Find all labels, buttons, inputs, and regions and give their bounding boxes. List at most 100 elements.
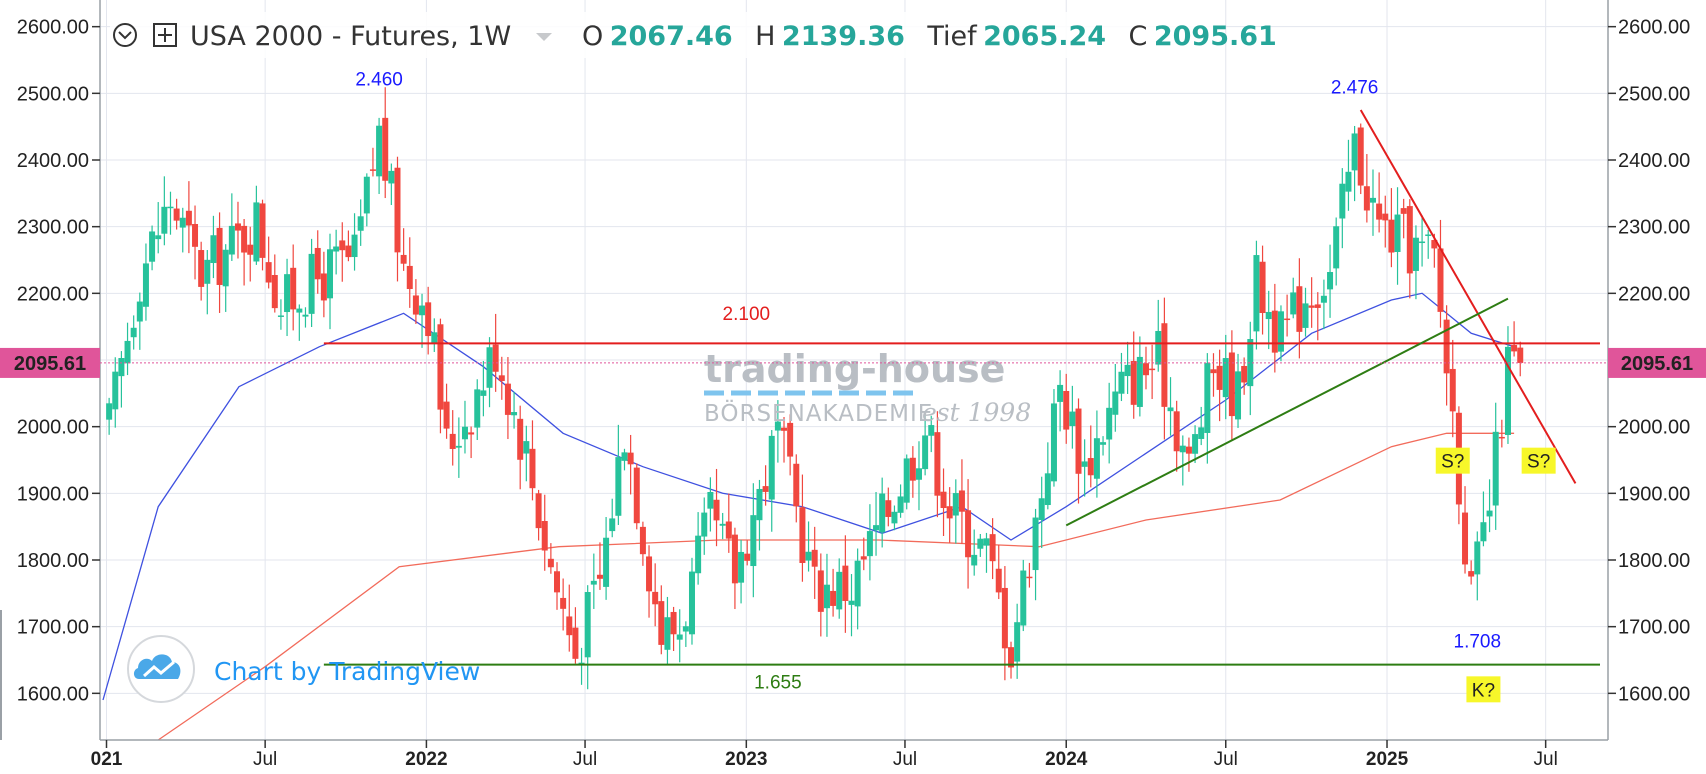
- candle-body: [590, 580, 597, 585]
- candle-body: [1235, 371, 1242, 420]
- candle-body: [302, 314, 309, 317]
- y-tick-label: 2000.00: [17, 417, 89, 439]
- candle-body: [1185, 446, 1192, 454]
- x-tick-label: 021: [91, 749, 123, 770]
- candle-body: [1290, 292, 1297, 315]
- candle-body: [707, 491, 714, 509]
- price-annotation: 2.460: [355, 69, 403, 90]
- watermark-academy: BÖRSENAKADEMIE: [704, 399, 933, 427]
- ohlc-readout: O 2067.46 H 2139.36 Tief 2065.24 C 2095.…: [582, 21, 1277, 52]
- candle-body: [952, 493, 959, 516]
- candle-body: [1345, 171, 1352, 192]
- caret-down-icon[interactable]: [536, 33, 552, 41]
- candle-body: [1044, 473, 1051, 506]
- y-tick-label-right: 2500.00: [1618, 83, 1690, 105]
- candle-body: [1155, 330, 1162, 365]
- chart-header: USA 2000 - Futures, 1W O 2067.46 H 2139.…: [110, 12, 1277, 58]
- candle-body: [958, 490, 965, 512]
- candle-body: [363, 176, 370, 214]
- candle-body: [468, 432, 475, 435]
- y-tick-label: 2200.00: [17, 283, 89, 305]
- y-axis-right[interactable]: 1600.001700.001800.001900.002000.002100.…: [1608, 17, 1690, 706]
- candle-body: [504, 383, 511, 415]
- candle-body: [290, 267, 297, 310]
- candle-body: [848, 600, 855, 605]
- candle-body: [1431, 240, 1438, 249]
- candle-body: [106, 403, 113, 420]
- candle-body: [860, 556, 867, 560]
- candle-body: [1277, 311, 1284, 352]
- x-tick-label: 2024: [1045, 749, 1088, 770]
- header-backdrop: [110, 12, 1220, 58]
- watermark-brand: trading-house: [704, 347, 1005, 391]
- candle-body: [185, 210, 192, 226]
- candle-body: [271, 274, 278, 309]
- candle-body: [161, 206, 168, 234]
- plus-square-icon[interactable]: [153, 23, 177, 47]
- candle-body: [903, 458, 910, 503]
- candle-body: [498, 375, 505, 381]
- candle-body: [345, 245, 352, 258]
- candle-body: [511, 412, 518, 416]
- candle-body: [658, 601, 665, 645]
- candle-body: [866, 531, 873, 557]
- candle-body: [1106, 407, 1113, 440]
- candle-body: [327, 249, 334, 299]
- candle-body: [811, 549, 818, 567]
- candle-body: [995, 568, 1002, 593]
- candle-body: [768, 435, 775, 500]
- tradingview-attribution[interactable]: Chart by TradingView: [127, 635, 480, 703]
- annotations: 2.460 2.476 2.100 1.655 1.708 S? S? K?: [355, 69, 1556, 703]
- candle-body: [909, 457, 916, 481]
- candle-body: [376, 125, 383, 177]
- candle-body: [339, 240, 346, 251]
- y-tick-label: 1700.00: [17, 617, 89, 639]
- x-tick-label: Jul: [253, 749, 277, 770]
- attribution-text[interactable]: Chart by TradingView: [214, 657, 480, 686]
- x-tick-label: Jul: [573, 749, 597, 770]
- candle-body: [1302, 303, 1309, 328]
- candle-body: [1247, 339, 1254, 387]
- candle-body: [1001, 587, 1008, 649]
- chevron-circle-icon[interactable]: [113, 23, 137, 47]
- candle-body: [382, 117, 389, 181]
- candle-body: [762, 486, 769, 492]
- candle-body: [744, 553, 751, 561]
- candle-body: [1474, 541, 1481, 575]
- candle-body: [222, 249, 229, 287]
- candle-body: [1462, 512, 1469, 565]
- candle-body: [688, 571, 695, 635]
- candle-body: [1198, 427, 1205, 439]
- price-annotation: 1.655: [754, 673, 802, 694]
- open-label: O: [582, 21, 603, 52]
- candle-body: [149, 231, 156, 262]
- candle-body: [1069, 411, 1076, 427]
- last-price-badge-left: [0, 347, 100, 378]
- y-tick-label: 2500.00: [17, 83, 89, 105]
- candle-body: [1222, 358, 1229, 398]
- candle-body: [1406, 206, 1413, 274]
- close-value: 2095.61: [1154, 21, 1277, 52]
- candle-body: [210, 235, 217, 264]
- candle-body: [247, 244, 254, 255]
- trend-line: [1065, 297, 1509, 527]
- candle-body: [603, 537, 610, 587]
- candle-body: [394, 167, 401, 253]
- candle-body: [891, 511, 898, 524]
- candle-body: [1314, 304, 1321, 308]
- candle-body: [1517, 347, 1524, 363]
- candle-body: [192, 223, 199, 247]
- candle-body: [1124, 364, 1131, 377]
- x-axis[interactable]: 021 Jul 2022 Jul 2023 Jul 2024 Jul 2025 Jul: [91, 740, 1558, 770]
- symbol-title[interactable]: USA 2000 - Futures, 1W: [190, 21, 511, 52]
- candle-body: [830, 590, 837, 606]
- candle-body: [554, 571, 561, 593]
- scenario-label: K?: [1472, 680, 1495, 701]
- candle-body: [756, 488, 763, 521]
- candle-body: [296, 308, 303, 313]
- candle-body: [725, 521, 732, 539]
- candle-body: [1443, 319, 1450, 374]
- candle-body: [731, 534, 738, 584]
- x-tick-label: Jul: [1214, 749, 1238, 770]
